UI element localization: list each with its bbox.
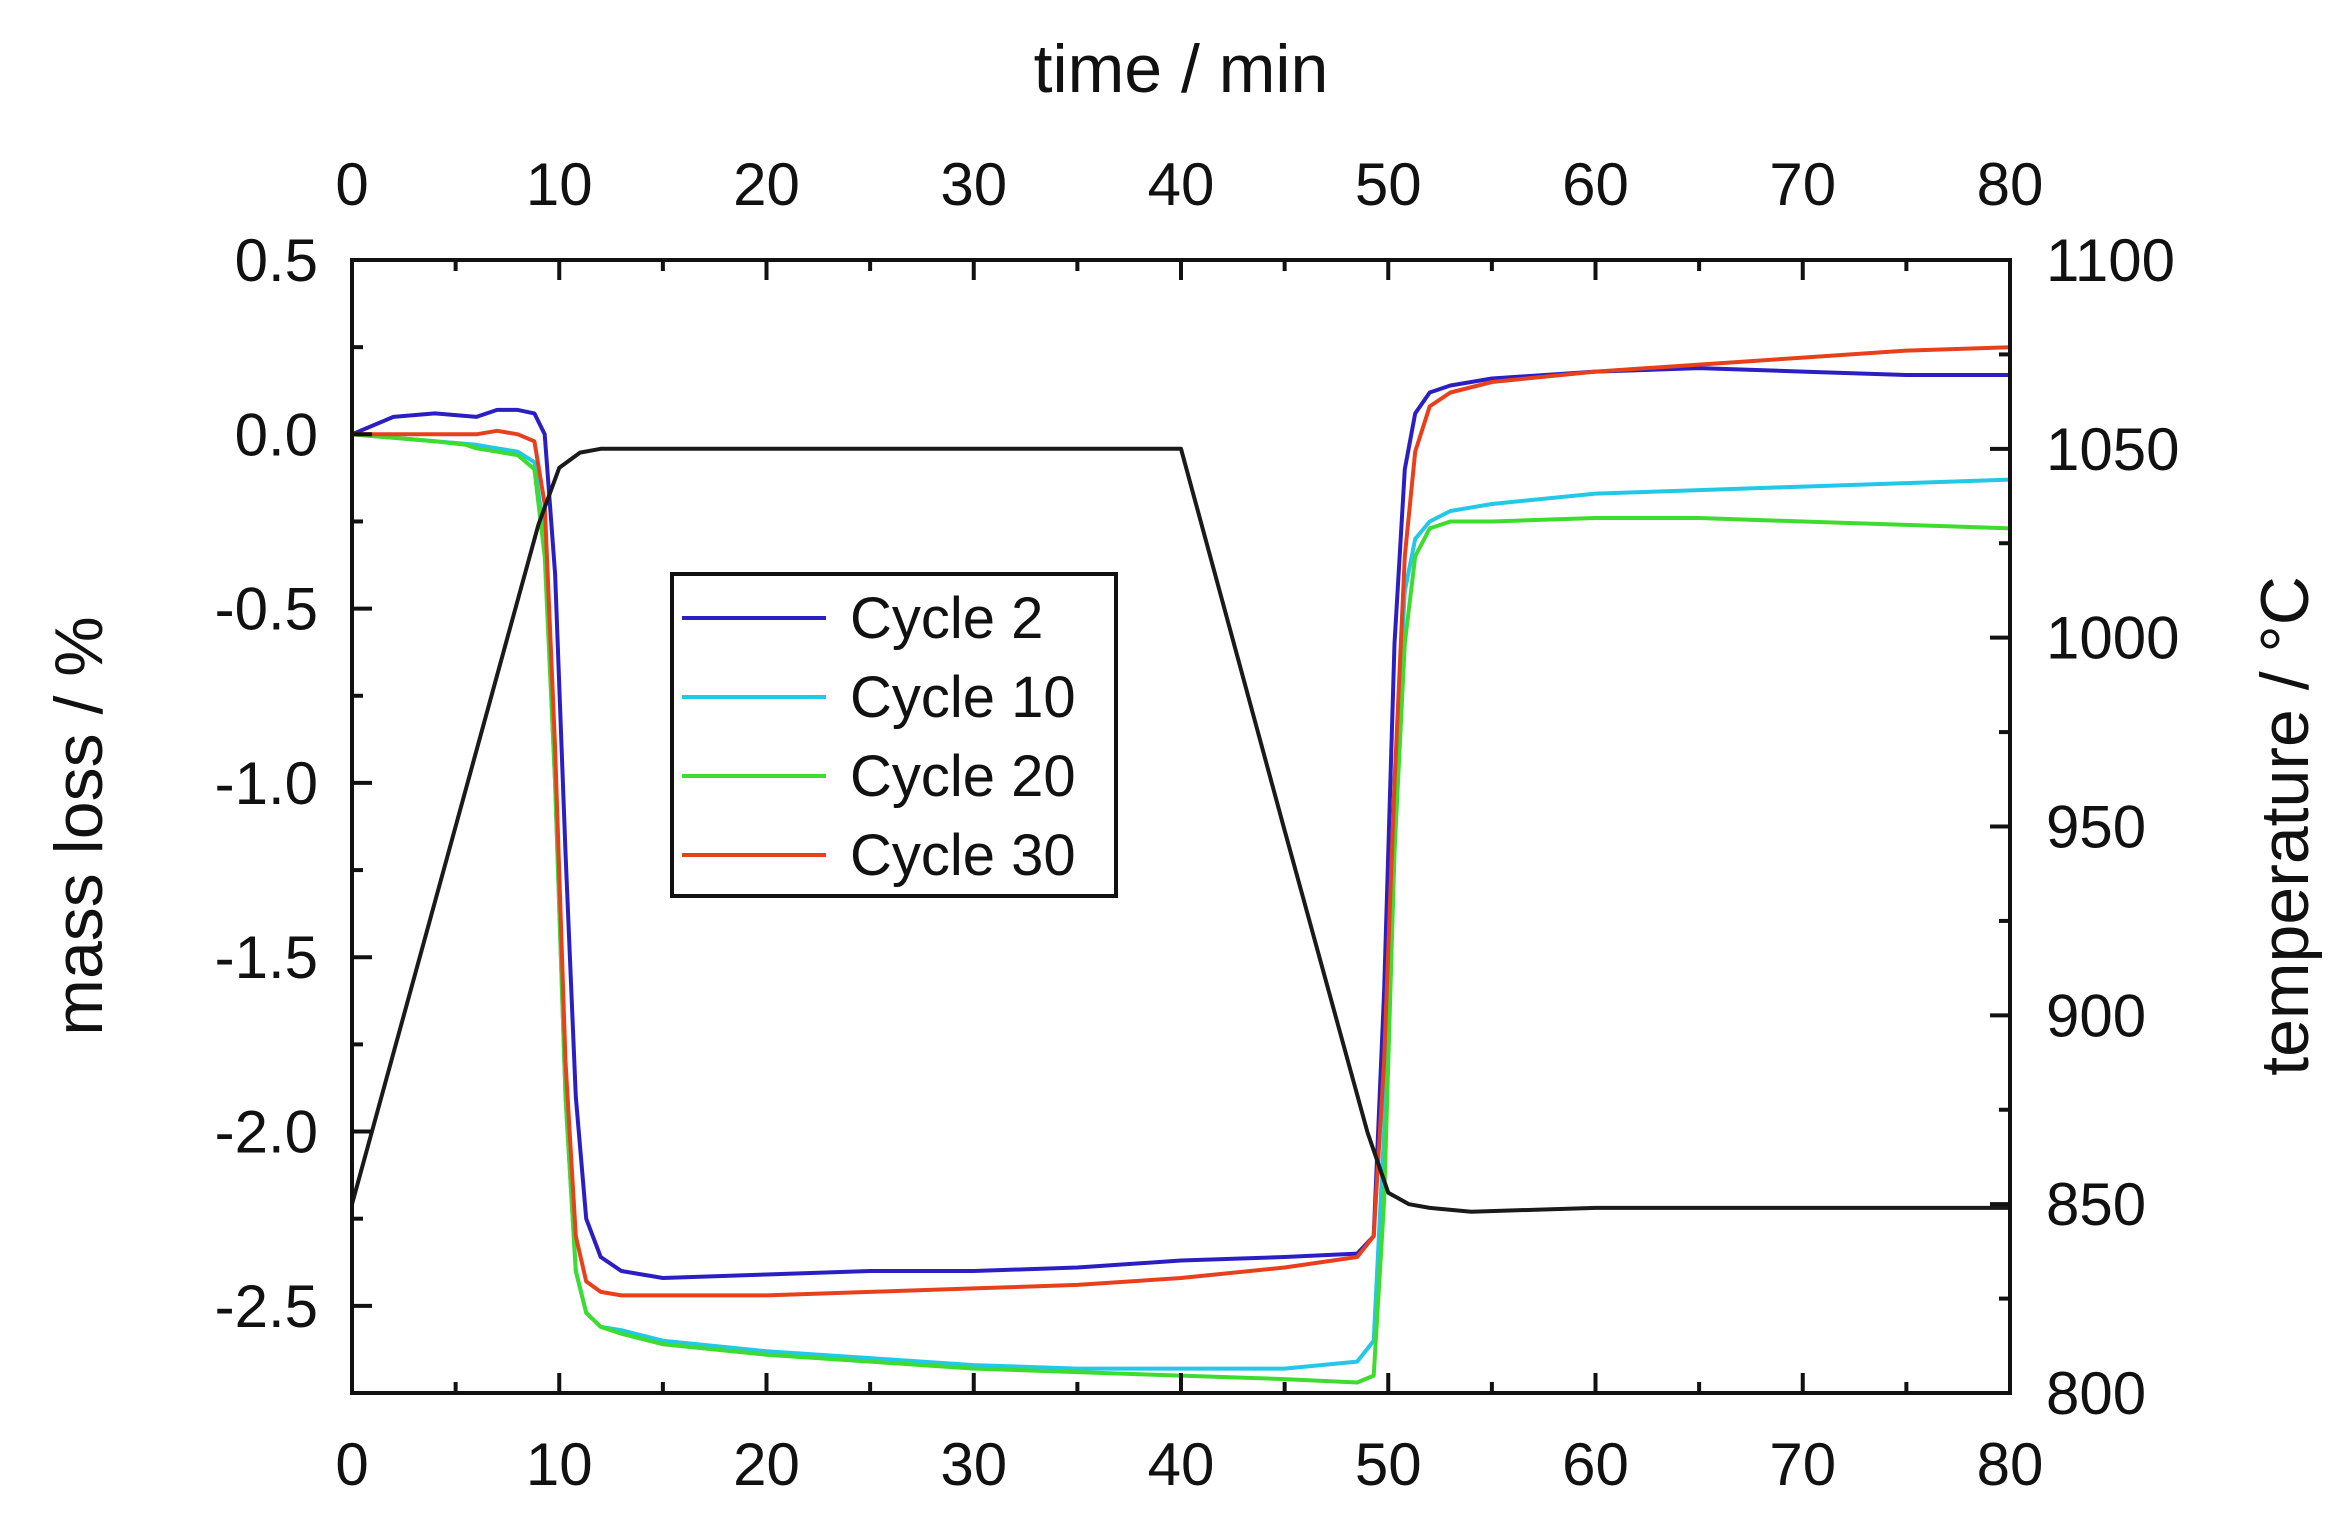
x-bottom-tick-label: 0 xyxy=(335,1431,368,1498)
x-top-tick-label: 30 xyxy=(940,151,1007,218)
y-left-tick-label: -2.5 xyxy=(215,1273,318,1340)
series-line-cycle-30 xyxy=(350,345,2012,1298)
legend: Cycle 2 Cycle 10 Cycle 20 Cycle 30 xyxy=(670,572,1118,898)
legend-box xyxy=(670,572,1118,898)
x-top-tick-label: 50 xyxy=(1355,151,1422,218)
ticks-layer: 0 0 10 10 20 20 30 30 40 40 50 50 60 60 70 70 80 80 0.5 0.0… xyxy=(215,151,2180,1498)
y-left-tick-label: 0.5 xyxy=(235,227,318,294)
legend-label-cycle-20: Cycle 20 xyxy=(850,744,1076,809)
x-top-tick-label: 10 xyxy=(526,151,593,218)
legend-label-cycle-10: Cycle 10 xyxy=(850,665,1076,730)
x-top-axis-title: time / min xyxy=(1034,31,1329,107)
y-right-tick-label: 1050 xyxy=(2046,416,2179,483)
x-top-tick-label: 60 xyxy=(1562,151,1629,218)
series-line-cycle-2 xyxy=(350,366,2012,1280)
x-top-tick-label: 20 xyxy=(733,151,800,218)
y-right-axis-title: temperature / °C xyxy=(2247,576,2323,1076)
x-top-tick-label: 0 xyxy=(335,151,368,218)
series-line-temperature xyxy=(350,446,2012,1214)
y-left-tick-label: 0.0 xyxy=(235,401,318,468)
x-bottom-tick-label: 40 xyxy=(1148,1431,1215,1498)
x-bottom-tick-label: 80 xyxy=(1977,1431,2044,1498)
series-line-cycle-10 xyxy=(350,432,2012,1371)
x-top-tick-label: 70 xyxy=(1769,151,1836,218)
y-left-tick-label: -1.0 xyxy=(215,750,318,817)
x-top-tick-label: 40 xyxy=(1148,151,1215,218)
y-right-tick-label: 800 xyxy=(2046,1360,2146,1427)
series-line-cycle-20 xyxy=(350,432,2012,1385)
x-bottom-tick-label: 60 xyxy=(1562,1431,1629,1498)
y-right-tick-label: 850 xyxy=(2046,1171,2146,1238)
y-right-tick-label: 1000 xyxy=(2046,605,2179,672)
y-right-tick-label: 950 xyxy=(2046,794,2146,861)
x-bottom-tick-label: 50 xyxy=(1355,1431,1422,1498)
y-right-tick-label: 900 xyxy=(2046,982,2146,1049)
y-left-tick-label: -2.0 xyxy=(215,1099,318,1166)
y-left-tick-label: -0.5 xyxy=(215,576,318,643)
y-left-tick-label: -1.5 xyxy=(215,924,318,991)
y-right-tick-label: 1100 xyxy=(2046,227,2175,294)
x-bottom-tick-label: 30 xyxy=(940,1431,1007,1498)
x-bottom-tick-label: 10 xyxy=(526,1431,593,1498)
x-top-tick-label: 80 xyxy=(1977,151,2044,218)
legend-label-cycle-30: Cycle 30 xyxy=(850,823,1076,888)
legend-label-cycle-2: Cycle 2 xyxy=(850,586,1043,651)
x-bottom-tick-label: 20 xyxy=(733,1431,800,1498)
y-left-axis-title: mass loss / % xyxy=(41,616,117,1035)
x-bottom-tick-label: 70 xyxy=(1769,1431,1836,1498)
series-layer xyxy=(350,345,2012,1385)
